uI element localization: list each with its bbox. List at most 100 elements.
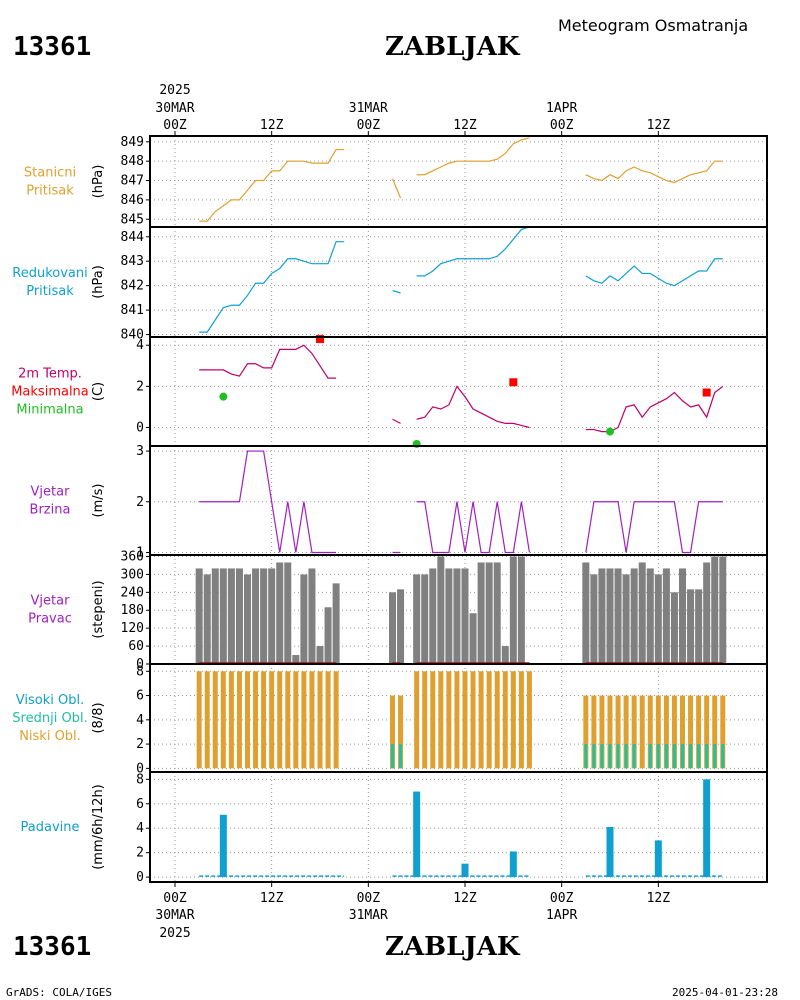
cloud-low-bar — [333, 671, 339, 769]
footer-timestamp: 2025-04-01-23:28 — [672, 986, 778, 999]
ytick-label: 2 — [136, 495, 144, 510]
cloud-low-bar — [422, 671, 428, 769]
panel-unit: (hPa) — [91, 265, 106, 299]
cloud-low-bar — [212, 671, 218, 769]
panel-label: Pritisak — [26, 184, 74, 199]
wdir-bar — [397, 589, 405, 664]
wdir-bar — [469, 613, 477, 664]
ytick-label: 120 — [121, 621, 144, 636]
ytick-label: 4 — [136, 338, 144, 353]
series-line — [199, 148, 345, 222]
station-name-top: ZABLJAK — [385, 32, 521, 62]
ytick-label: 0 — [136, 657, 144, 672]
ytick-label: 240 — [121, 585, 144, 600]
year-label-top: 2025 — [159, 83, 190, 98]
cloud-low-bar — [478, 671, 484, 769]
ytick-label: 180 — [121, 603, 144, 618]
wdir-bar — [300, 574, 308, 664]
panel-label: Niski Obl. — [19, 729, 81, 744]
cloud-low-bar — [285, 671, 291, 769]
wdir-bar — [638, 562, 646, 664]
xtick-label-top: 00Z — [163, 118, 187, 133]
cloud-low-bar — [486, 671, 492, 769]
cloud-mid-bar — [632, 744, 636, 769]
wdir-bar — [429, 568, 437, 664]
panel-unit: (hPa) — [91, 165, 106, 199]
cloud-low-bar — [430, 671, 436, 769]
station-id-top: 13361 — [13, 32, 91, 62]
ytick-label: 0 — [136, 420, 144, 435]
wdir-bar — [517, 556, 525, 664]
ytick-label: 6 — [136, 797, 144, 812]
wdir-bar — [324, 607, 332, 664]
cloud-low-bar — [414, 671, 420, 769]
xtick-label-top: 00Z — [357, 118, 381, 133]
xtick-label-top: 12Z — [453, 118, 477, 133]
wdir-bar — [308, 568, 316, 664]
series-line — [392, 289, 401, 294]
cloud-low-bar — [446, 671, 452, 769]
ytick-label: 0 — [136, 870, 144, 885]
cloud-mid-bar — [624, 744, 628, 769]
cloud-low-bar — [583, 695, 589, 769]
series-line — [392, 418, 401, 424]
xtick-label-top: 00Z — [550, 118, 574, 133]
tmax-marker — [702, 388, 711, 397]
ytick-label: 60 — [128, 639, 144, 654]
wdir-bar — [413, 574, 421, 664]
ytick-label: 6 — [136, 689, 144, 704]
cloud-low-bar — [631, 695, 637, 769]
wdir-bar — [477, 562, 485, 664]
cloud-low-bar — [293, 671, 299, 769]
cloud-low-bar — [390, 695, 395, 769]
panel-label: Redukovani — [12, 266, 87, 281]
ytick-label: 8 — [136, 772, 144, 787]
cloud-mid-bar — [584, 744, 588, 769]
date-label-bottom: 30MAR — [155, 908, 194, 923]
cloud-low-bar — [245, 671, 250, 769]
cloud-mid-bar — [600, 744, 604, 769]
precip-bar — [703, 779, 711, 878]
cloud-low-bar — [591, 695, 597, 769]
series-line — [585, 501, 723, 554]
panel-unit: (8/8) — [91, 702, 106, 733]
panel-unit: (m/s) — [91, 484, 106, 518]
cloud-mid-bar — [681, 744, 684, 769]
cloud-mid-bar — [664, 744, 668, 769]
meteogram-subtitle: Meteogram Osmatranja — [558, 16, 748, 35]
wdir-bar — [461, 568, 469, 664]
panel-wind_speed: 1 2 3 Vjetar Brzina (m/s) — [30, 444, 768, 560]
cloud-low-bar — [325, 671, 331, 769]
ytick-label: 8 — [136, 664, 144, 679]
wdir-bar — [276, 562, 284, 664]
cloud-low-bar — [647, 695, 653, 769]
precip-bar — [461, 863, 469, 878]
panel-label: 2m Temp. — [18, 367, 82, 382]
cloud-low-bar — [253, 671, 259, 769]
wdir-bar — [509, 556, 517, 664]
date-label-top: 1APR — [546, 101, 577, 116]
cloud-mid-bar — [648, 744, 652, 769]
wdir-bar — [421, 574, 429, 664]
cloud-low-bar — [663, 695, 669, 769]
cloud-low-bar — [438, 671, 444, 769]
station-id-bottom: 13361 — [13, 932, 91, 962]
tmin-marker — [219, 392, 228, 401]
series-line — [416, 385, 530, 429]
wdir-bar — [590, 574, 598, 664]
ytick-label: 4 — [136, 713, 144, 728]
wdir-bar — [493, 562, 501, 664]
wdir-bar — [260, 568, 268, 664]
series-line — [199, 450, 337, 554]
xtick-label-top: 12Z — [647, 118, 671, 133]
series-line — [416, 226, 530, 277]
series-line — [585, 385, 724, 433]
series-line — [416, 137, 530, 176]
wdir-bar — [268, 568, 276, 664]
ytick-label: 843 — [121, 254, 144, 269]
precip-bar — [219, 814, 227, 878]
cloud-low-bar — [269, 671, 275, 769]
panel-label: Stanicni — [24, 166, 76, 181]
cloud-low-bar — [220, 671, 226, 769]
wdir-bar — [598, 568, 606, 664]
